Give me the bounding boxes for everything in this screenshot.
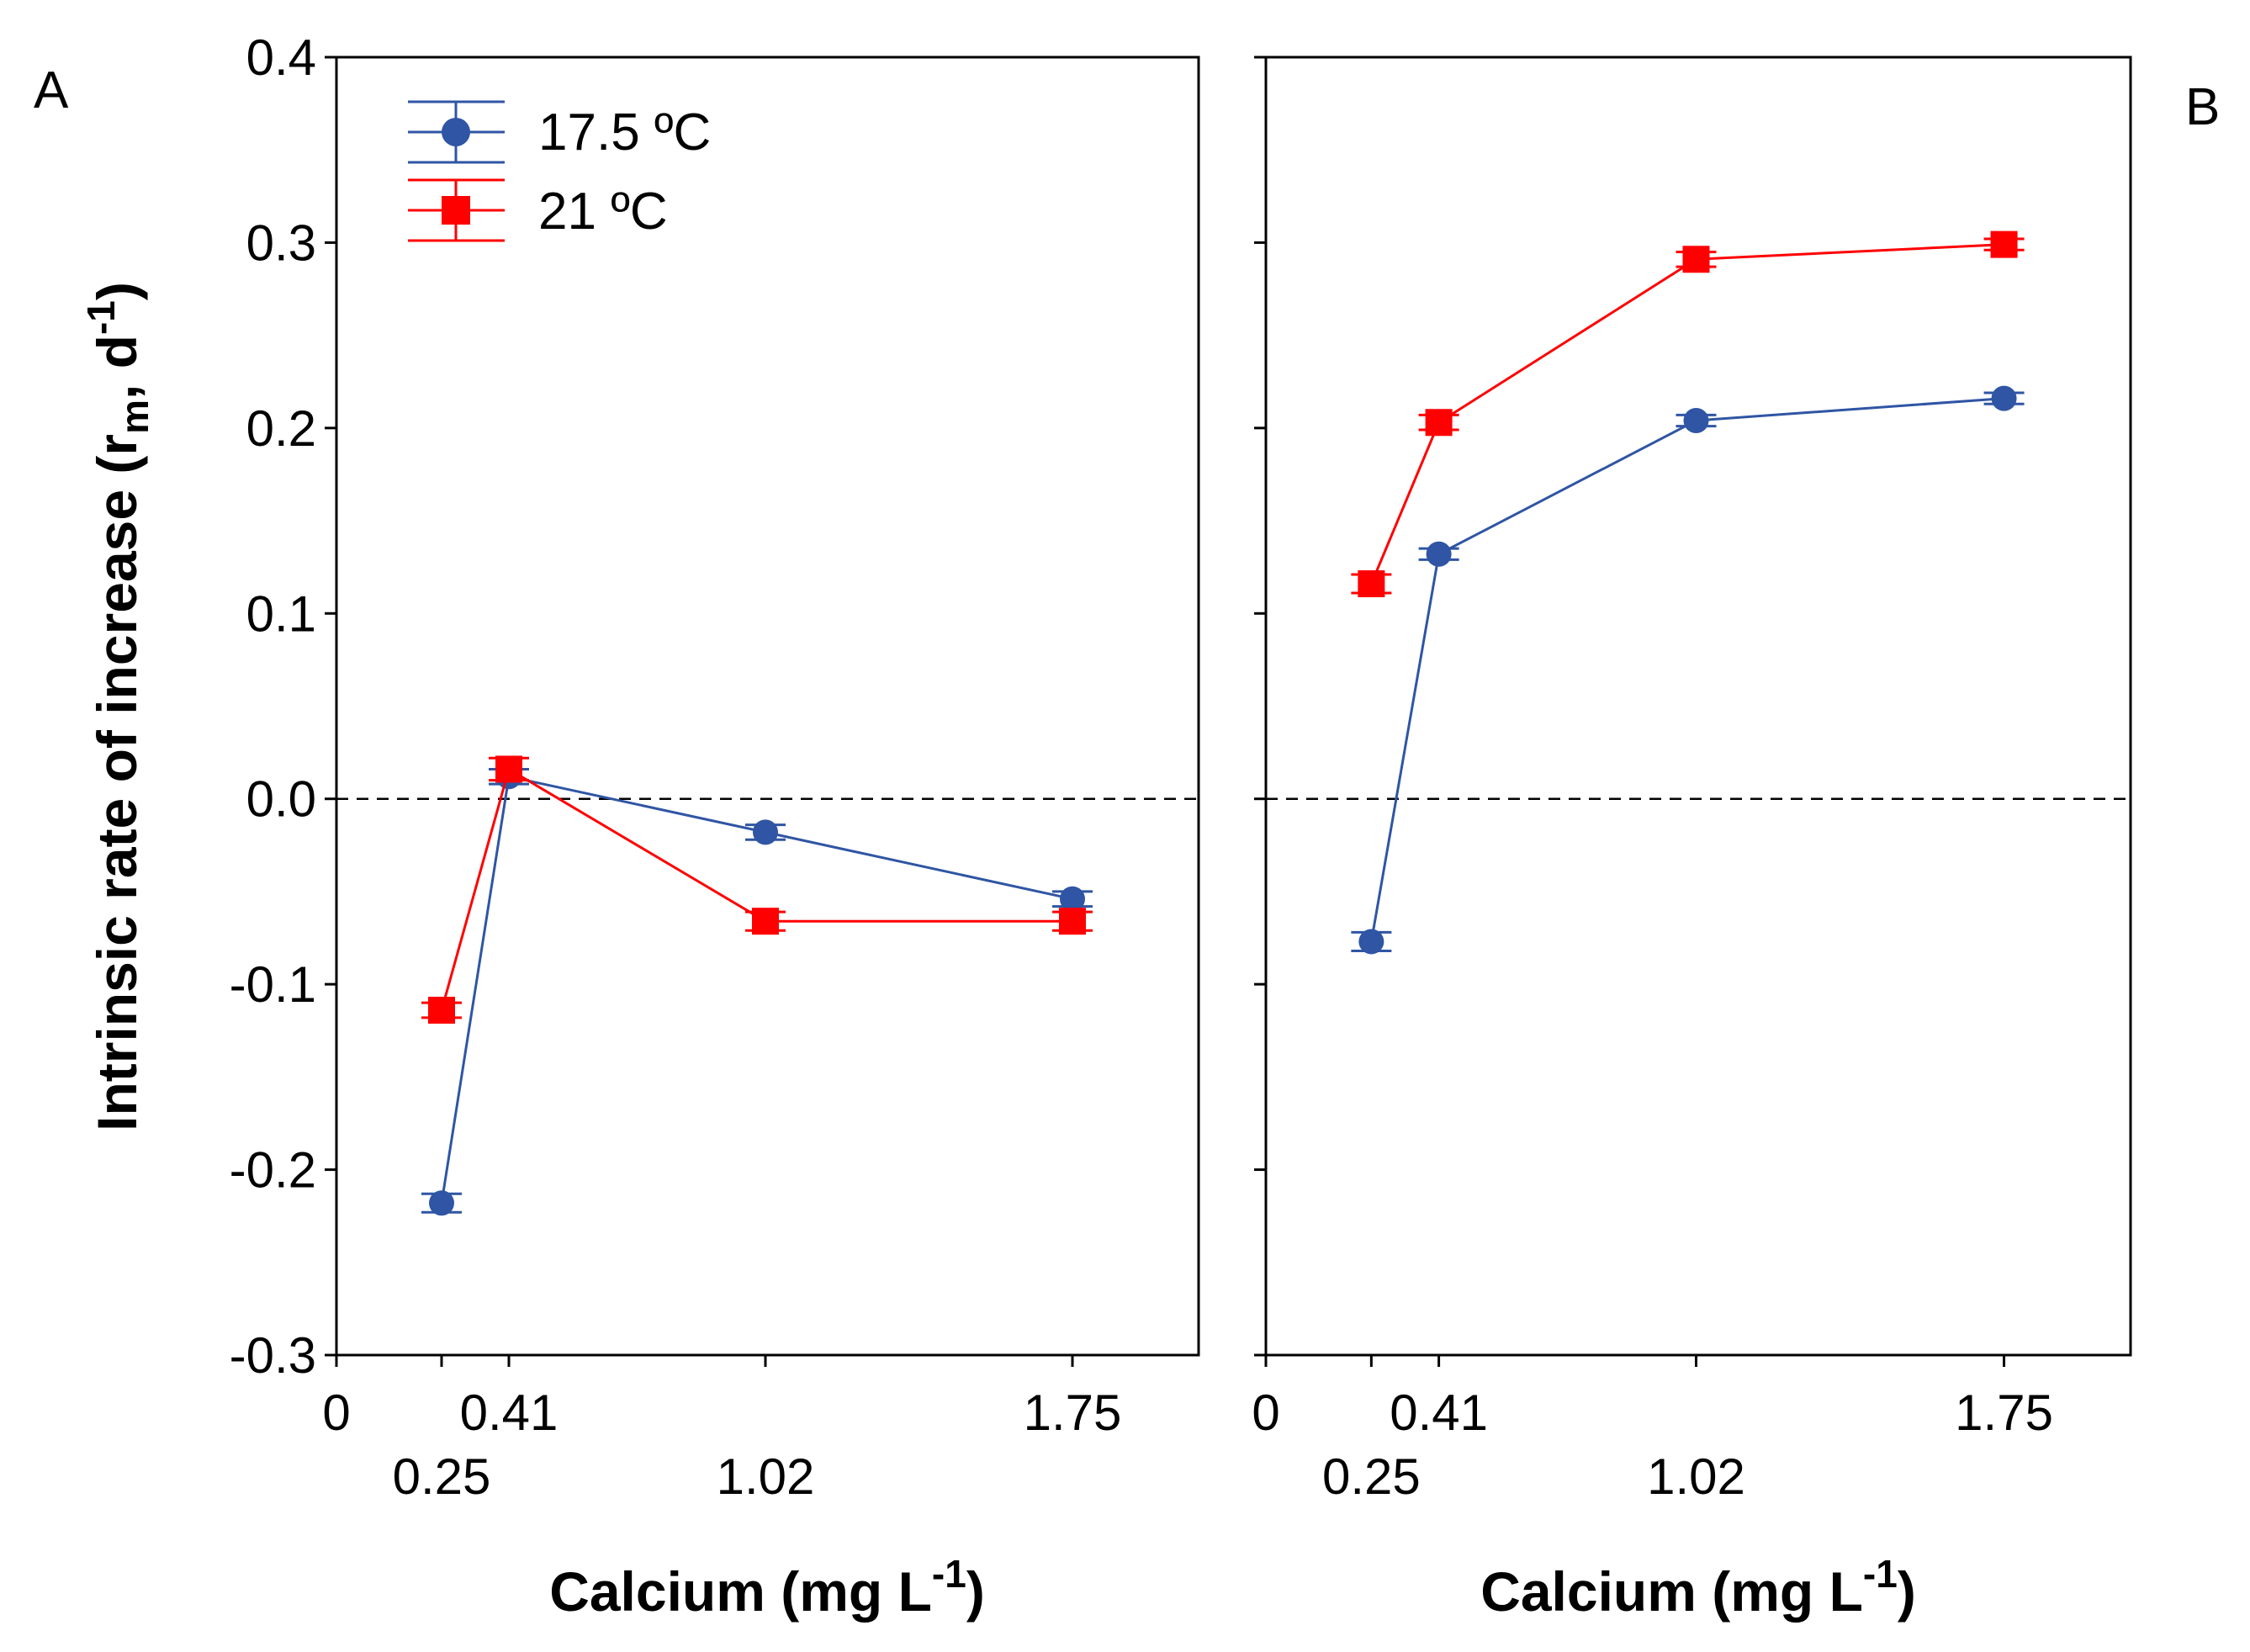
panel-b-xtick-label: 0.41 — [1390, 1385, 1488, 1441]
panel-a-xtick-label: 1.02 — [717, 1448, 815, 1505]
x-axis-label-a: Calcium (mg L-1) — [549, 1552, 985, 1623]
panel-b-series-21c-line — [1369, 243, 2004, 585]
panel-a-series-17-5c-point — [753, 819, 778, 845]
x-axis-label-b: Calcium (mg L-1) — [1480, 1552, 1916, 1623]
panel-a-series-17-5c-line — [440, 775, 1073, 1204]
legend-entry-17-5c: 17.5 ºC — [408, 100, 711, 164]
panel-a-series-21c-point — [495, 755, 522, 783]
panel-a-ytick-label: 0.0 — [246, 771, 316, 828]
panel-b-plot: 0 0.41 1.75 0.25 1.02 — [1252, 56, 2131, 1505]
panel-a-ytick-label: -0.2 — [230, 1142, 316, 1199]
legend-entry-21c: 21 ºC — [408, 178, 668, 242]
panel-a-series-17-5c-point — [429, 1190, 454, 1216]
panel-a-series-21c-point — [428, 997, 455, 1025]
legend: 17.5 ºC 21 ºC — [408, 100, 711, 242]
panel-b-xtick-label: 1.02 — [1647, 1448, 1745, 1505]
panel-a-series-21c-line — [440, 767, 1072, 1011]
panel-a-ytick-label: 0.1 — [246, 585, 316, 642]
panel-b-series-21c-point — [1425, 409, 1453, 437]
panel-a-series-21c-point — [1059, 908, 1086, 935]
panel-a-xtick-label: 0.25 — [393, 1448, 491, 1505]
legend-label-17-5c: 17.5 ºC — [538, 103, 711, 161]
panel-b-series-21c-point — [1358, 570, 1385, 598]
panel-b-series-21c-point — [1682, 246, 1710, 273]
panel-b-series-21c-point — [1990, 230, 2018, 258]
legend-marker-square — [442, 196, 470, 225]
panel-b-xtick-label: 0 — [1252, 1385, 1279, 1441]
panel-a-ytick-label: -0.3 — [230, 1327, 316, 1384]
panel-a-ytick-label: 0.4 — [246, 29, 316, 86]
panel-a-xtick-label: 1.75 — [1024, 1385, 1122, 1441]
panel-a-plot: -0.3 -0.2 -0.1 0.0 0.1 0.2 0.3 0.4 0 0.41 1.75 0.25… — [230, 29, 1199, 1505]
legend-marker-circle — [442, 118, 470, 146]
panel-a-xtick-label: 0 — [322, 1385, 350, 1441]
panel-a-letter: A — [34, 61, 69, 119]
legend-label-21c: 21 ºC — [538, 183, 668, 241]
panel-b-series-17-5c-point — [1683, 408, 1709, 434]
panel-a-ytick-label: 0.3 — [246, 214, 316, 271]
panel-a-frame — [335, 56, 1200, 1357]
panel-b-xtick-label: 0.25 — [1322, 1448, 1421, 1505]
panel-b-series-17-5c-line — [1369, 397, 2004, 942]
panel-a-ytick-label: -0.1 — [230, 956, 316, 1013]
panel-b-series-17-5c-point — [1991, 385, 2017, 411]
panel-b-series-17-5c-point — [1358, 929, 1384, 955]
y-axis-label: Intrinsic rate of increase (rm, d-1) — [79, 282, 156, 1131]
panel-b-letter: B — [2185, 78, 2220, 136]
panel-b-frame — [1264, 56, 2132, 1357]
panel-a-series-17-5c-point — [1060, 886, 1085, 912]
panel-b-series-17-5c-point — [1426, 541, 1452, 567]
panel-a-xtick-label: 0.41 — [460, 1385, 559, 1441]
panel-a-series-21c-point — [752, 908, 779, 935]
panel-b-xtick-label: 1.75 — [1955, 1385, 2053, 1441]
panel-a-ytick-label: 0.2 — [246, 400, 316, 457]
